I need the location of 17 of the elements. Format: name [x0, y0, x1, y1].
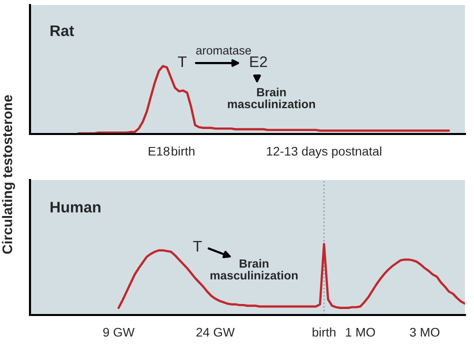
x-tick-label: birth	[312, 328, 336, 337]
x-tick-label: 9 GW	[103, 328, 135, 337]
annotation: T	[193, 240, 202, 252]
annotation: Brain masculinization	[210, 259, 298, 280]
x-tick-label: E18	[148, 146, 170, 156]
chart-title: Human	[50, 202, 100, 213]
x-tick-label: 12-13 days postnatal	[266, 146, 382, 158]
annotation: E2	[250, 56, 267, 67]
y-axis-title: Circulating testosterone	[2, 95, 16, 254]
x-tick-label: 1 MO	[346, 328, 375, 337]
chart-title: Rat	[50, 25, 74, 36]
text: aromatase	[196, 46, 251, 55]
annotation: Brain masculinization	[228, 88, 315, 108]
x-tick-label: birth	[172, 146, 194, 156]
annotation: T	[178, 56, 187, 67]
x-tick-label: 24 GW	[196, 328, 235, 337]
x-tick-label: 3 MO	[410, 328, 440, 337]
